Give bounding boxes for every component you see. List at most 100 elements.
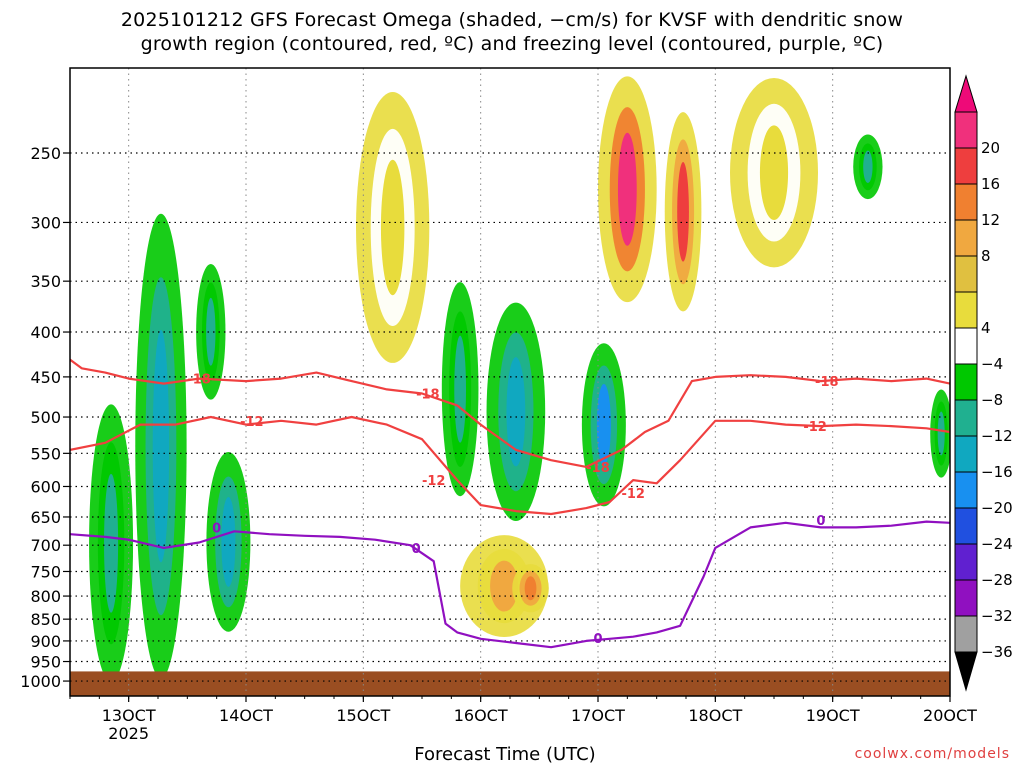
omega-region-core — [490, 560, 519, 612]
colorbar-swatch — [954, 327, 978, 365]
colorbar-label: −12 — [981, 427, 1013, 445]
y-tick-label: 600 — [30, 477, 61, 496]
y-tick-label: 700 — [30, 536, 61, 555]
colorbar-swatch — [954, 543, 978, 581]
omega-region-core — [617, 132, 637, 246]
omega-shading — [89, 76, 950, 683]
omega-region-core — [677, 161, 689, 262]
y-tick-label: 500 — [30, 408, 61, 427]
y-tick-label: 550 — [30, 444, 61, 463]
colorbar-label: −8 — [981, 391, 1003, 409]
omega-region-core — [524, 576, 537, 601]
chart-title: 2025101212 GFS Forecast Omega (shaded, −… — [0, 8, 1024, 56]
grid-lines — [70, 68, 951, 696]
contour-lines — [70, 358, 950, 649]
colorbar-swatch — [954, 615, 978, 653]
contour-label: -18 — [815, 375, 839, 390]
x-year-label: 2025 — [108, 724, 149, 743]
y-tick-label: 300 — [30, 213, 61, 232]
x-tick-label: 15OCT — [336, 706, 390, 725]
ground-layer — [70, 671, 950, 696]
colorbar-swatch — [954, 579, 978, 617]
chart-title-line-1: 2025101212 GFS Forecast Omega (shaded, −… — [120, 9, 904, 31]
y-axis: 250 300 350 400 450 500 550 600 650 700 750 800 850 9… — [20, 144, 70, 691]
colorbar-swatch — [954, 399, 978, 437]
y-tick-label: 350 — [30, 272, 61, 291]
colorbar-swatch — [954, 183, 978, 221]
colorbar: 20 16 12 8 4 −4 −8 −12 −16 −20 −24 −28 −32 −36 — [954, 74, 1013, 692]
colorbar-label: 20 — [981, 139, 1000, 157]
x-tick-label: 14OCT — [219, 706, 273, 725]
omega-region-core — [863, 150, 873, 183]
y-tick-label: 850 — [30, 610, 61, 629]
colorbar-label: −16 — [981, 463, 1013, 481]
ground-fill — [70, 671, 950, 696]
x-tick-label: 20OCT — [923, 706, 977, 725]
colorbar-swatch — [954, 219, 978, 257]
colorbar-swatch — [954, 147, 978, 185]
x-tick-label: 13OCT — [102, 706, 156, 725]
contour-label: -18 — [416, 387, 440, 402]
colorbar-label: −28 — [981, 571, 1013, 589]
contour-line — [70, 358, 950, 468]
colorbar-label: −20 — [981, 499, 1013, 517]
y-tick-label: 450 — [30, 368, 61, 387]
contour-label: 0 — [593, 632, 602, 647]
colorbar-label: −4 — [981, 355, 1003, 373]
contour-label: -12 — [621, 487, 645, 502]
colorbar-swatch — [954, 363, 978, 401]
x-axis: 13OCT 14OCT 15OCT 16OCT 17OCT 18OCT 19OCT 20OCT… — [69, 696, 977, 743]
x-tick-label: 17OCT — [571, 706, 625, 725]
omega-region-core — [221, 496, 236, 587]
omega-region-core — [380, 159, 405, 296]
colorbar-swatch — [954, 507, 978, 545]
contour-label: 0 — [412, 542, 421, 557]
chart-title-line-2: growth region (contoured, red, ºC) and f… — [140, 33, 884, 55]
omega-region-core — [206, 297, 216, 366]
y-tick-label: 750 — [30, 562, 61, 581]
contour-label: -12 — [240, 415, 264, 430]
colorbar-label: 4 — [981, 319, 991, 337]
y-tick-label: 800 — [30, 587, 61, 606]
colorbar-max-arrow — [954, 74, 978, 113]
omega-region-core — [152, 330, 170, 563]
colorbar-label: −32 — [981, 607, 1013, 625]
colorbar-label: −24 — [981, 535, 1013, 553]
contour-labels: -18 -18 -18 -18 -12 -12 -12 -12 0 0 0 0 — [187, 373, 838, 647]
x-tick-label: 19OCT — [806, 706, 860, 725]
y-tick-label: 400 — [30, 323, 61, 342]
x-tick-label: 16OCT — [454, 706, 508, 725]
omega-region-core — [937, 411, 945, 456]
contour-label: -18 — [586, 461, 610, 476]
colorbar-label: −36 — [981, 643, 1013, 661]
contour-line — [70, 415, 950, 516]
credit-text: coolwx.com/models — [854, 746, 1010, 762]
contour-label: -18 — [187, 373, 211, 388]
colorbar-swatch — [954, 435, 978, 473]
colorbar-label: 12 — [981, 211, 1000, 229]
omega-region-core — [596, 383, 611, 466]
colorbar-min-arrow — [954, 651, 978, 692]
y-tick-label: 1000 — [20, 672, 61, 691]
x-tick-label: 18OCT — [688, 706, 742, 725]
colorbar-swatch — [954, 255, 978, 293]
y-tick-label: 650 — [30, 508, 61, 527]
omega-region-core — [104, 473, 119, 613]
colorbar-swatch — [954, 471, 978, 509]
contour-label: -12 — [422, 474, 446, 489]
omega-region-core — [454, 335, 466, 443]
y-tick-label: 900 — [30, 632, 61, 651]
colorbar-swatch — [954, 111, 978, 149]
contour-label: 0 — [212, 521, 221, 536]
y-tick-label: 250 — [30, 144, 61, 163]
colorbar-label: 8 — [981, 247, 991, 265]
colorbar-label: 16 — [981, 175, 1000, 193]
contour-label: 0 — [816, 514, 825, 529]
colorbar-swatch — [954, 291, 978, 329]
contour-label: -12 — [803, 420, 827, 435]
y-tick-label: 950 — [30, 653, 61, 672]
x-axis-label: Forecast Time (UTC) — [414, 744, 596, 765]
omega-region-core — [506, 357, 526, 467]
contour-line — [70, 520, 950, 649]
